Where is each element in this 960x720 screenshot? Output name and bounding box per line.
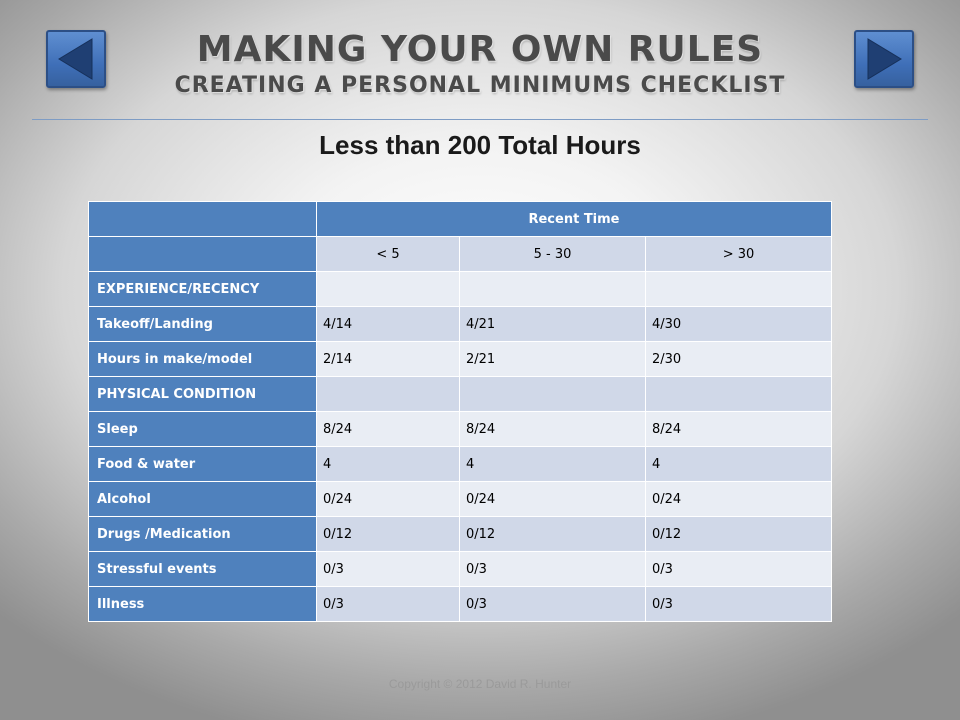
table-cell xyxy=(316,376,460,412)
table-cell: 4 xyxy=(645,446,832,482)
table-column-header-row: < 5 5 - 30 > 30 xyxy=(88,236,832,272)
table-corner-cell xyxy=(88,201,317,237)
recent-time-header: Recent Time xyxy=(316,201,832,237)
table-row: Stressful events 0/3 0/3 0/3 xyxy=(88,551,832,587)
table-cell: 0/3 xyxy=(459,586,646,622)
table-cell: 2/21 xyxy=(459,341,646,377)
row-label: PHYSICAL CONDITION xyxy=(88,376,317,412)
triangle-left-icon xyxy=(58,38,93,80)
section-heading: Less than 200 Total Hours xyxy=(319,130,641,160)
table-cell: 0/12 xyxy=(316,516,460,552)
previous-slide-button[interactable] xyxy=(46,30,106,88)
row-label: EXPERIENCE/RECENCY xyxy=(88,271,317,307)
table-cell xyxy=(459,271,646,307)
row-label: Sleep xyxy=(88,411,317,447)
table-cell xyxy=(459,376,646,412)
next-slide-button[interactable] xyxy=(854,30,914,88)
row-label: Hours in make/model xyxy=(88,341,317,377)
table-cell: 8/24 xyxy=(459,411,646,447)
column-header-lead-cell xyxy=(88,236,317,272)
table-row: Hours in make/model 2/14 2/21 2/30 xyxy=(88,341,832,377)
column-header: 5 - 30 xyxy=(459,236,646,272)
table-cell: 4/14 xyxy=(316,306,460,342)
table-cell: 0/3 xyxy=(316,586,460,622)
triangle-right-icon xyxy=(867,38,902,80)
copyright-notice: Copyright © 2012 David R. Hunter xyxy=(388,677,572,691)
table-row: Sleep 8/24 8/24 8/24 xyxy=(88,411,832,447)
table-row: Takeoff/Landing 4/14 4/21 4/30 xyxy=(88,306,832,342)
table-cell: 4 xyxy=(316,446,460,482)
column-header: > 30 xyxy=(645,236,832,272)
table-cell xyxy=(316,271,460,307)
table-cell: 0/12 xyxy=(459,516,646,552)
table-row: Drugs /Medication 0/12 0/12 0/12 xyxy=(88,516,832,552)
table-cell: 4/21 xyxy=(459,306,646,342)
row-label: Illness xyxy=(88,586,317,622)
table-cell: 0/3 xyxy=(459,551,646,587)
table-cell: 0/3 xyxy=(316,551,460,587)
row-label: Drugs /Medication xyxy=(88,516,317,552)
title-divider xyxy=(32,119,928,120)
table-row: Food & water 4 4 4 xyxy=(88,446,832,482)
row-label: Food & water xyxy=(88,446,317,482)
table-cell: 0/3 xyxy=(645,551,832,587)
table-cell: 0/24 xyxy=(645,481,832,517)
table-row: Illness 0/3 0/3 0/3 xyxy=(88,586,832,622)
row-label: Takeoff/Landing xyxy=(88,306,317,342)
table-row: PHYSICAL CONDITION xyxy=(88,376,832,412)
table-group-header-row: Recent Time xyxy=(88,201,832,237)
row-label: Alcohol xyxy=(88,481,317,517)
table-cell: 8/24 xyxy=(316,411,460,447)
personal-minimums-table: Recent Time < 5 5 - 30 > 30 EXPERIENCE/R… xyxy=(88,201,832,622)
table-cell: 0/24 xyxy=(316,481,460,517)
slide-title: MAKING YOUR OWN RULES xyxy=(196,29,764,70)
table-cell: 2/14 xyxy=(316,341,460,377)
table-cell: 4/30 xyxy=(645,306,832,342)
table-cell: 8/24 xyxy=(645,411,832,447)
row-label: Stressful events xyxy=(88,551,317,587)
table-row: Alcohol 0/24 0/24 0/24 xyxy=(88,481,832,517)
table-cell: 2/30 xyxy=(645,341,832,377)
table-row: EXPERIENCE/RECENCY xyxy=(88,271,832,307)
table-cell xyxy=(645,271,832,307)
table-cell: 0/24 xyxy=(459,481,646,517)
table-cell xyxy=(645,376,832,412)
table-cell: 0/3 xyxy=(645,586,832,622)
column-header: < 5 xyxy=(316,236,460,272)
table-cell: 4 xyxy=(459,446,646,482)
slide-subtitle: CREATING A PERSONAL MINIMUMS CHECKLIST xyxy=(174,73,786,98)
table-cell: 0/12 xyxy=(645,516,832,552)
